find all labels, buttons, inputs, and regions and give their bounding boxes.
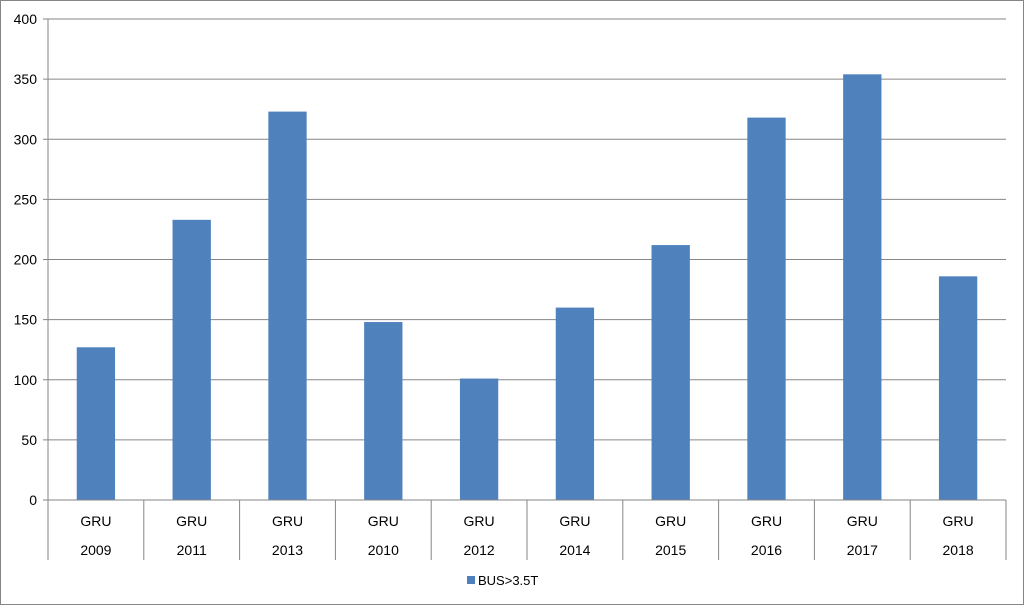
y-tick-label-50: 50	[21, 432, 37, 448]
x-label-inner-2016: GRU	[751, 513, 782, 529]
y-tick-label-250: 250	[14, 191, 38, 207]
bar-2016	[747, 117, 786, 500]
x-label-outer-2009: 2009	[80, 542, 111, 558]
bar-2018	[938, 276, 978, 500]
legend: BUS>3.5T	[467, 573, 538, 588]
x-label-inner-2018: GRU	[943, 513, 974, 529]
y-tick-label-350: 350	[14, 71, 38, 87]
legend-swatch-bus	[467, 576, 475, 584]
x-axis: GRU 2009 GRU 2011 GRU 2013 GRU 2010 GRU 2012 GRU 20…	[47, 499, 1007, 560]
legend-label-bus: BUS>3.5T	[478, 573, 538, 588]
bar-2009	[76, 347, 116, 500]
y-tick-label-0: 0	[29, 492, 37, 508]
x-label-outer-2016: 2016	[751, 542, 782, 558]
x-label-outer-2013: 2013	[272, 542, 303, 558]
x-label-inner-2009: GRU	[80, 513, 111, 529]
x-label-inner-2015: GRU	[655, 513, 686, 529]
bar-2015	[651, 245, 690, 500]
x-label-outer-2017: 2017	[847, 542, 878, 558]
bar-2017	[843, 74, 882, 500]
bar-2010	[364, 322, 403, 500]
y-axis: 0 50 100 150 200 250 300 350 400	[14, 11, 49, 508]
x-label-inner-2014: GRU	[559, 513, 590, 529]
y-tick-label-100: 100	[14, 372, 38, 388]
bar-2012	[459, 378, 499, 500]
bar-2013	[268, 111, 307, 500]
x-label-inner-2017: GRU	[847, 513, 878, 529]
y-tick-label-300: 300	[14, 131, 38, 147]
y-tick-label-150: 150	[14, 312, 38, 328]
bar-series	[76, 74, 978, 500]
y-tick-label-200: 200	[14, 252, 38, 268]
x-label-inner-2010: GRU	[368, 513, 399, 529]
x-label-outer-2018: 2018	[943, 542, 974, 558]
x-label-outer-2010: 2010	[368, 542, 399, 558]
bar-2011	[172, 219, 211, 500]
x-label-outer-2011: 2011	[177, 542, 207, 558]
bar-2014	[555, 307, 595, 500]
y-tick-label-400: 400	[14, 11, 38, 27]
x-label-outer-2014: 2014	[559, 542, 590, 558]
x-label-inner-2013: GRU	[272, 513, 303, 529]
x-label-outer-2012: 2012	[464, 542, 495, 558]
x-label-inner-2011: GRU	[176, 513, 207, 529]
x-label-inner-2012: GRU	[464, 513, 495, 529]
x-label-outer-2015: 2015	[655, 542, 686, 558]
